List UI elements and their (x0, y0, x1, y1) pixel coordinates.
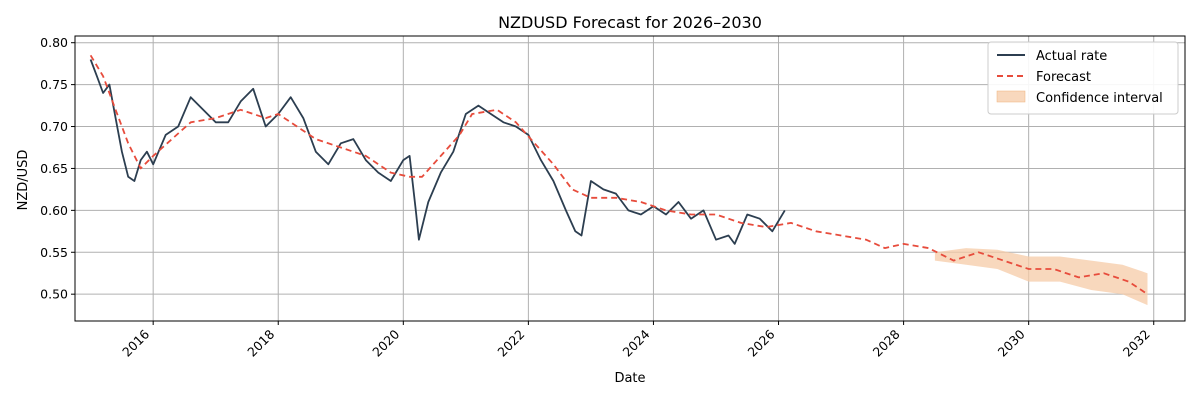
legend-swatch-confidence (996, 90, 1026, 103)
actual-rate-line (89, 59, 786, 245)
legend-label-confidence: Confidence interval (1036, 91, 1163, 106)
grid (75, 36, 1185, 321)
y-tick-label: 0.75 (40, 77, 68, 92)
x-axis: 2016 2018 2020 2022 2024 2026 2028 2030 2032 (119, 321, 1155, 360)
confidence-band (934, 248, 1148, 306)
y-tick-label: 0.50 (40, 287, 68, 302)
y-axis-label: NZD/USD (16, 150, 31, 211)
y-tick-label: 0.55 (40, 245, 68, 260)
legend-label-actual: Actual rate (1036, 49, 1107, 64)
legend-label-forecast: Forecast (1036, 70, 1091, 85)
y-tick-label: 0.60 (40, 203, 68, 218)
chart-title: NZDUSD Forecast for 2026–2030 (498, 13, 762, 32)
y-tick-label: 0.80 (40, 35, 68, 50)
x-tick-label: 2026 (745, 326, 778, 359)
x-tick-label: 2030 (995, 326, 1028, 359)
x-axis-label: Date (614, 371, 645, 386)
x-tick-label: 2016 (119, 326, 152, 359)
x-tick-label: 2024 (619, 326, 652, 359)
y-axis: 0.50 0.55 0.60 0.65 0.70 0.75 0.80 (40, 35, 75, 302)
plot-frame (74, 35, 1186, 322)
forecast-line (89, 54, 1149, 295)
x-tick-label: 2018 (244, 326, 277, 359)
legend-box (987, 41, 1179, 115)
x-tick-label: 2022 (494, 327, 527, 360)
legend: Actual rate Forecast Confidence interval (987, 41, 1179, 115)
x-tick-label: 2032 (1120, 327, 1153, 360)
x-tick-label: 2028 (870, 326, 903, 359)
series-lines (89, 54, 1149, 295)
y-tick-label: 0.65 (40, 161, 68, 176)
y-tick-label: 0.70 (40, 119, 68, 134)
confidence-interval-area (934, 248, 1148, 306)
x-tick-label: 2020 (369, 326, 402, 359)
